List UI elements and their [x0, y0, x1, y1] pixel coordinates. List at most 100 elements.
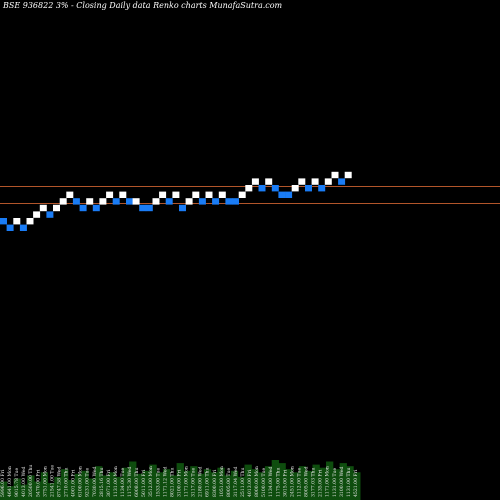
volume-bar	[88, 478, 96, 500]
renko-box	[79, 204, 87, 212]
renko-box	[152, 198, 160, 205]
volume-label: 4013.00 Fri	[247, 469, 253, 497]
renko-box	[92, 204, 100, 212]
renko-box	[72, 198, 80, 205]
volume-label: 2511.00 Thu	[240, 468, 246, 497]
volume-label: 3117.00 Tue	[191, 468, 197, 497]
volume-label: 5011.00 Fri	[141, 469, 147, 497]
renko-box	[126, 198, 133, 205]
volume-label: 8005.00 Wed	[304, 466, 310, 497]
volume-label: 1175.30 Wed	[127, 466, 133, 497]
renko-box	[6, 224, 14, 231]
volume-bar	[6, 486, 15, 500]
renko-box	[165, 198, 173, 205]
volume-label: 6008.00 Thu	[134, 468, 140, 497]
volume-bar	[67, 480, 76, 500]
renko-box	[66, 191, 74, 198]
volume-label: 8021.00 Thu	[169, 468, 175, 497]
volume-label: 21541.00 Tue	[49, 465, 55, 497]
volume-bar	[183, 470, 191, 500]
renko-box	[265, 178, 273, 185]
volume-label: 1171.00 Mon	[184, 466, 190, 497]
volume-label: 3071.00 Fri	[106, 469, 112, 497]
volume-bar	[203, 469, 212, 500]
renko-box	[192, 191, 200, 198]
volume-bar	[305, 470, 313, 500]
renko-box	[33, 211, 41, 218]
volume-bar	[115, 476, 123, 500]
volume-bar	[332, 469, 341, 500]
renko-box	[285, 191, 293, 198]
volume-label: 2710.00 Thu	[64, 468, 70, 497]
volume-label: 1131.00 Tue	[332, 468, 338, 497]
volume-bar	[156, 472, 164, 500]
renko-box	[59, 198, 67, 205]
volume-label: 1171.12 Wed	[162, 466, 168, 497]
volume-label: 8300.00 Fri	[212, 469, 218, 497]
volume-bar	[74, 473, 82, 500]
renko-box	[0, 218, 7, 225]
volume-bar	[149, 464, 157, 500]
renko-box	[232, 198, 239, 205]
volume-label: 1175.00 Thu	[275, 468, 281, 497]
renko-box	[218, 191, 226, 198]
renko-box	[331, 171, 339, 179]
volume-bar	[258, 472, 266, 500]
renko-box	[19, 224, 27, 231]
volume-bar	[210, 472, 218, 500]
renko-box	[245, 185, 253, 192]
volume-bar	[197, 473, 205, 500]
renko-box	[344, 171, 352, 179]
volume-label: 4001.00 Fri	[71, 469, 77, 497]
volume-label: 8005.00 Tue	[226, 468, 232, 497]
renko-box	[338, 178, 346, 185]
volume-label: 1051.00 Mon	[219, 466, 225, 497]
volume-label: 6911.00 Thu	[205, 468, 211, 497]
volume-bar	[244, 464, 252, 500]
volume-bar	[230, 470, 239, 500]
volume-bar	[319, 467, 327, 500]
volume-bar	[176, 463, 184, 500]
volume-bar	[34, 481, 42, 500]
renko-box	[159, 191, 167, 198]
volume-bar	[27, 475, 35, 500]
renko-box	[212, 198, 220, 205]
volume-label: 5996.00 Fri	[0, 469, 6, 497]
volume-bar	[224, 475, 232, 500]
volume-label: 2815.16 Thu	[99, 468, 105, 497]
volume-bar	[101, 475, 110, 500]
renko-box	[132, 198, 140, 205]
volume-bar	[339, 463, 347, 500]
volume-label: 1131.00 Mon	[113, 466, 119, 497]
renko-box	[311, 178, 319, 185]
renko-box	[53, 204, 60, 212]
volume-bar	[61, 469, 69, 500]
renko-box	[179, 204, 186, 212]
volume-bar	[81, 470, 89, 500]
volume-bar	[108, 472, 116, 500]
volume-label: 6100.00 Mon	[78, 466, 84, 497]
renko-box	[271, 185, 279, 192]
volume-bar	[54, 476, 62, 500]
renko-box	[318, 185, 326, 192]
volume-label: 1134.00 Wed	[268, 466, 274, 497]
volume-bar	[251, 469, 259, 500]
renko-box	[39, 204, 47, 212]
renko-box	[225, 198, 233, 205]
volume-label: 8747.58 Wed	[57, 466, 63, 497]
renko-box	[238, 191, 246, 198]
volume-label: 20500.00 Thu	[28, 465, 34, 497]
volume-bar	[169, 475, 178, 500]
volume-bar	[353, 472, 361, 500]
volume-bar	[13, 478, 21, 500]
volume-label: 4521.00 Fri	[353, 469, 359, 497]
volume-bar	[20, 484, 28, 500]
volume-label: 3751.00 Mon	[42, 466, 48, 497]
renko-box	[205, 191, 213, 198]
volume-label: 2180.00 Wed	[198, 466, 204, 497]
volume-bar	[298, 466, 307, 500]
volume-bar	[47, 483, 55, 500]
volume-label: 3100.00 Wed	[339, 466, 345, 497]
volume-label: 1131.00 Thu	[346, 468, 352, 497]
volume-bar	[271, 460, 279, 500]
